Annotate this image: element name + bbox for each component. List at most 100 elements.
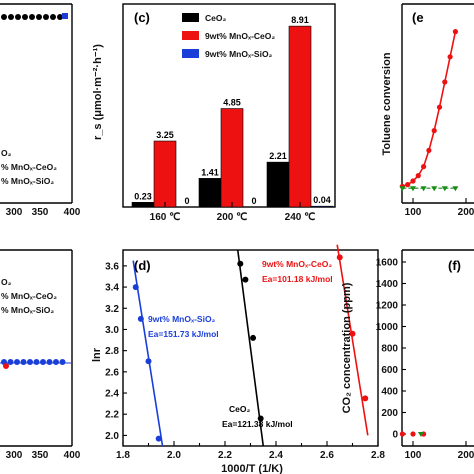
panel-c-xtick-2: 200 ℃ [217,212,248,223]
panel-d-ytick-label: 2.8 [105,346,119,357]
panel-a: O₂ % MnOₓ-CeO₂ % MnOₓ-SiO₂ 300 350 400 [0,3,81,218]
data-label-mn-sio2-3: 0.04 [313,195,331,205]
panel-f-ytick-label: 1000 [376,322,399,333]
panel-e-xtick-2: 200 [458,207,474,218]
point-mn-sio2-4 [431,186,438,192]
panel-b-xtick-1: 300 [6,450,23,461]
legend-swatch-ceo2 [182,13,199,22]
panel-b-point-red [3,363,9,369]
point-mn-ceo2-6 [426,147,432,153]
panel-c-xtick-1: 160 ℃ [150,212,181,223]
data-label-ceo2-3: 2.21 [269,151,287,161]
panel-d-annotation-sio2-name: 9wt% MnOₓ-SiO₂ [148,314,216,324]
point-mn-ceo2-5 [421,164,427,170]
panel-d-ytick-label: 3.2 [105,304,119,315]
panel-d-xtick-label: 1.8 [116,450,130,461]
fit-line-ceo2 [236,249,265,447]
panel-c-ylabel: r_s (μmol·m⁻²·h⁻¹) [92,44,104,140]
panel-a-point-5 [29,14,35,20]
panel-d-ytick-label: 3.6 [105,261,119,272]
panel-f-ylabel: CO₂ concentration (ppm) [341,282,353,413]
panel-a-xtick-2: 350 [32,207,49,218]
point-co2-green [417,432,424,437]
panel-e-ylabel: Toluene conversion [381,52,393,155]
panel-e-xtick-1: 100 [405,207,422,218]
point-co2-2 [410,431,416,437]
panel-d-ytick-label: 2.2 [105,410,119,421]
panel-d-xtick-label: 2.0 [167,450,181,461]
legend-swatch-mn-ceo2 [182,31,199,40]
panel-b-point-6 [33,359,40,365]
panel-f-ytick-label: 600 [381,365,398,376]
point-mn-ceo2-3 [410,178,416,184]
bar-ceo2-2 [198,178,222,208]
bar-mn-ceo2-2 [220,108,244,208]
panel-f-ytick-label: 0 [392,430,398,441]
panel-f-xtick-2: 200 [458,450,474,461]
panel-e-label: (e [412,10,424,25]
point-ceo2-3 [250,334,257,341]
panel-c-legend: CeO₂ 9wt% MnOₓ-CeO₂ 9wt% MnOₓ-SiO₂ [182,13,275,59]
panel-a-point-9 [57,14,63,20]
legend-label-ceo2: CeO₂ [205,13,226,23]
panel-f-ytick-label: 1400 [376,279,399,290]
point-mn-sio2-2 [137,315,144,322]
panel-d-annotation-sio2-ea: Ea=151.73 kJ/mol [148,329,219,339]
data-label-mn-ceo2-3: 8.91 [291,15,309,25]
point-mn-sio2-5 [441,186,448,192]
panel-b: O₂ % MnOₓ-CeO₂ % MnOₓ-SiO₂ 300 350 400 [0,249,81,461]
bar-mn-ceo2-1 [153,140,177,208]
panel-d-xtick-label: 2.4 [269,450,283,461]
panel-d-ylabel: lnr [91,347,103,362]
panel-a-point-7 [43,14,49,20]
panel-c-label: (c) [134,10,150,25]
bar-mn-ceo2-3 [288,25,312,208]
panel-a-point-6 [36,14,42,20]
panel-b-legend-2: % MnOₓ-CeO₂ [1,291,57,301]
panel-b-point-5 [27,359,33,365]
point-mn-sio2-2 [410,186,416,192]
bar-mn-sio2-3 [310,205,334,208]
panel-b-legend-1: O₂ [1,277,12,287]
panel-b-point-10 [59,359,66,365]
bar-ceo2-1 [131,202,155,208]
point-mn-ceo2-11 [452,29,458,35]
panel-d-xlabel: 1000/T (1/K) [221,463,283,474]
point-mn-sio2-6 [452,186,459,192]
panel-a-legend-1: O₂ [1,148,12,158]
point-mn-sio2-1 [132,284,139,291]
panel-b-point-3 [14,359,20,365]
bar-ceo2-3 [266,161,290,208]
panel-f-xtick-1: 100 [405,450,422,461]
panel-f-ytick-label: 1200 [376,301,399,312]
panel-c-xtick-3: 240 ℃ [285,212,316,223]
panel-d-annotation-ceo2-name: CeO₂ [229,404,250,414]
panel-a-point-1 [1,14,7,20]
panel-d-ytick-label: 3.4 [105,283,119,294]
panel-f-ytick-label: 200 [381,408,398,419]
panel-f: 0 200 400 600 800 1000 1200 1400 1600 (f) CO₂ co… [341,249,474,461]
panel-c: 0.23 3.25 0 1.41 4.85 0 2.21 8.91 0.04 (c) CeO₂ … [92,3,336,223]
point-mn-sio2-3 [420,186,427,192]
panel-d-xtick-label: 2.8 [371,450,385,461]
point-mn-ceo2-2 [349,330,356,337]
panel-b-point-9 [53,359,59,365]
panel-b-xtick-2: 350 [32,450,49,461]
legend-label-mn-sio2: 9wt% MnOₓ-SiO₂ [205,49,273,59]
point-mn-ceo2-8 [436,104,443,110]
panel-d-ytick-label: 2.4 [105,389,119,400]
panel-d-xtick-label: 2.2 [218,450,232,461]
point-mn-ceo2-1 [336,254,343,261]
panel-a-point-3 [15,14,21,20]
panel-a-point-2 [8,14,14,20]
panel-d-annotation-ceo2-ea: Ea=121.38 kJ/mol [222,419,293,429]
point-mn-ceo2-3 [362,395,369,402]
panel-d-annotation-ceo2mn-name: 9wt% MnOₓ-CeO₂ [262,259,332,269]
panel-e: (e Toluene conversion 100 200 [381,3,474,218]
panel-b-xtick-3: 400 [64,450,81,461]
point-mn-sio2-1 [399,186,406,192]
panel-a-point-4 [22,14,28,20]
panel-f-label: (f) [448,258,461,273]
point-mn-ceo2-2 [405,182,411,188]
panel-d-ytick-label: 2.0 [105,431,119,442]
